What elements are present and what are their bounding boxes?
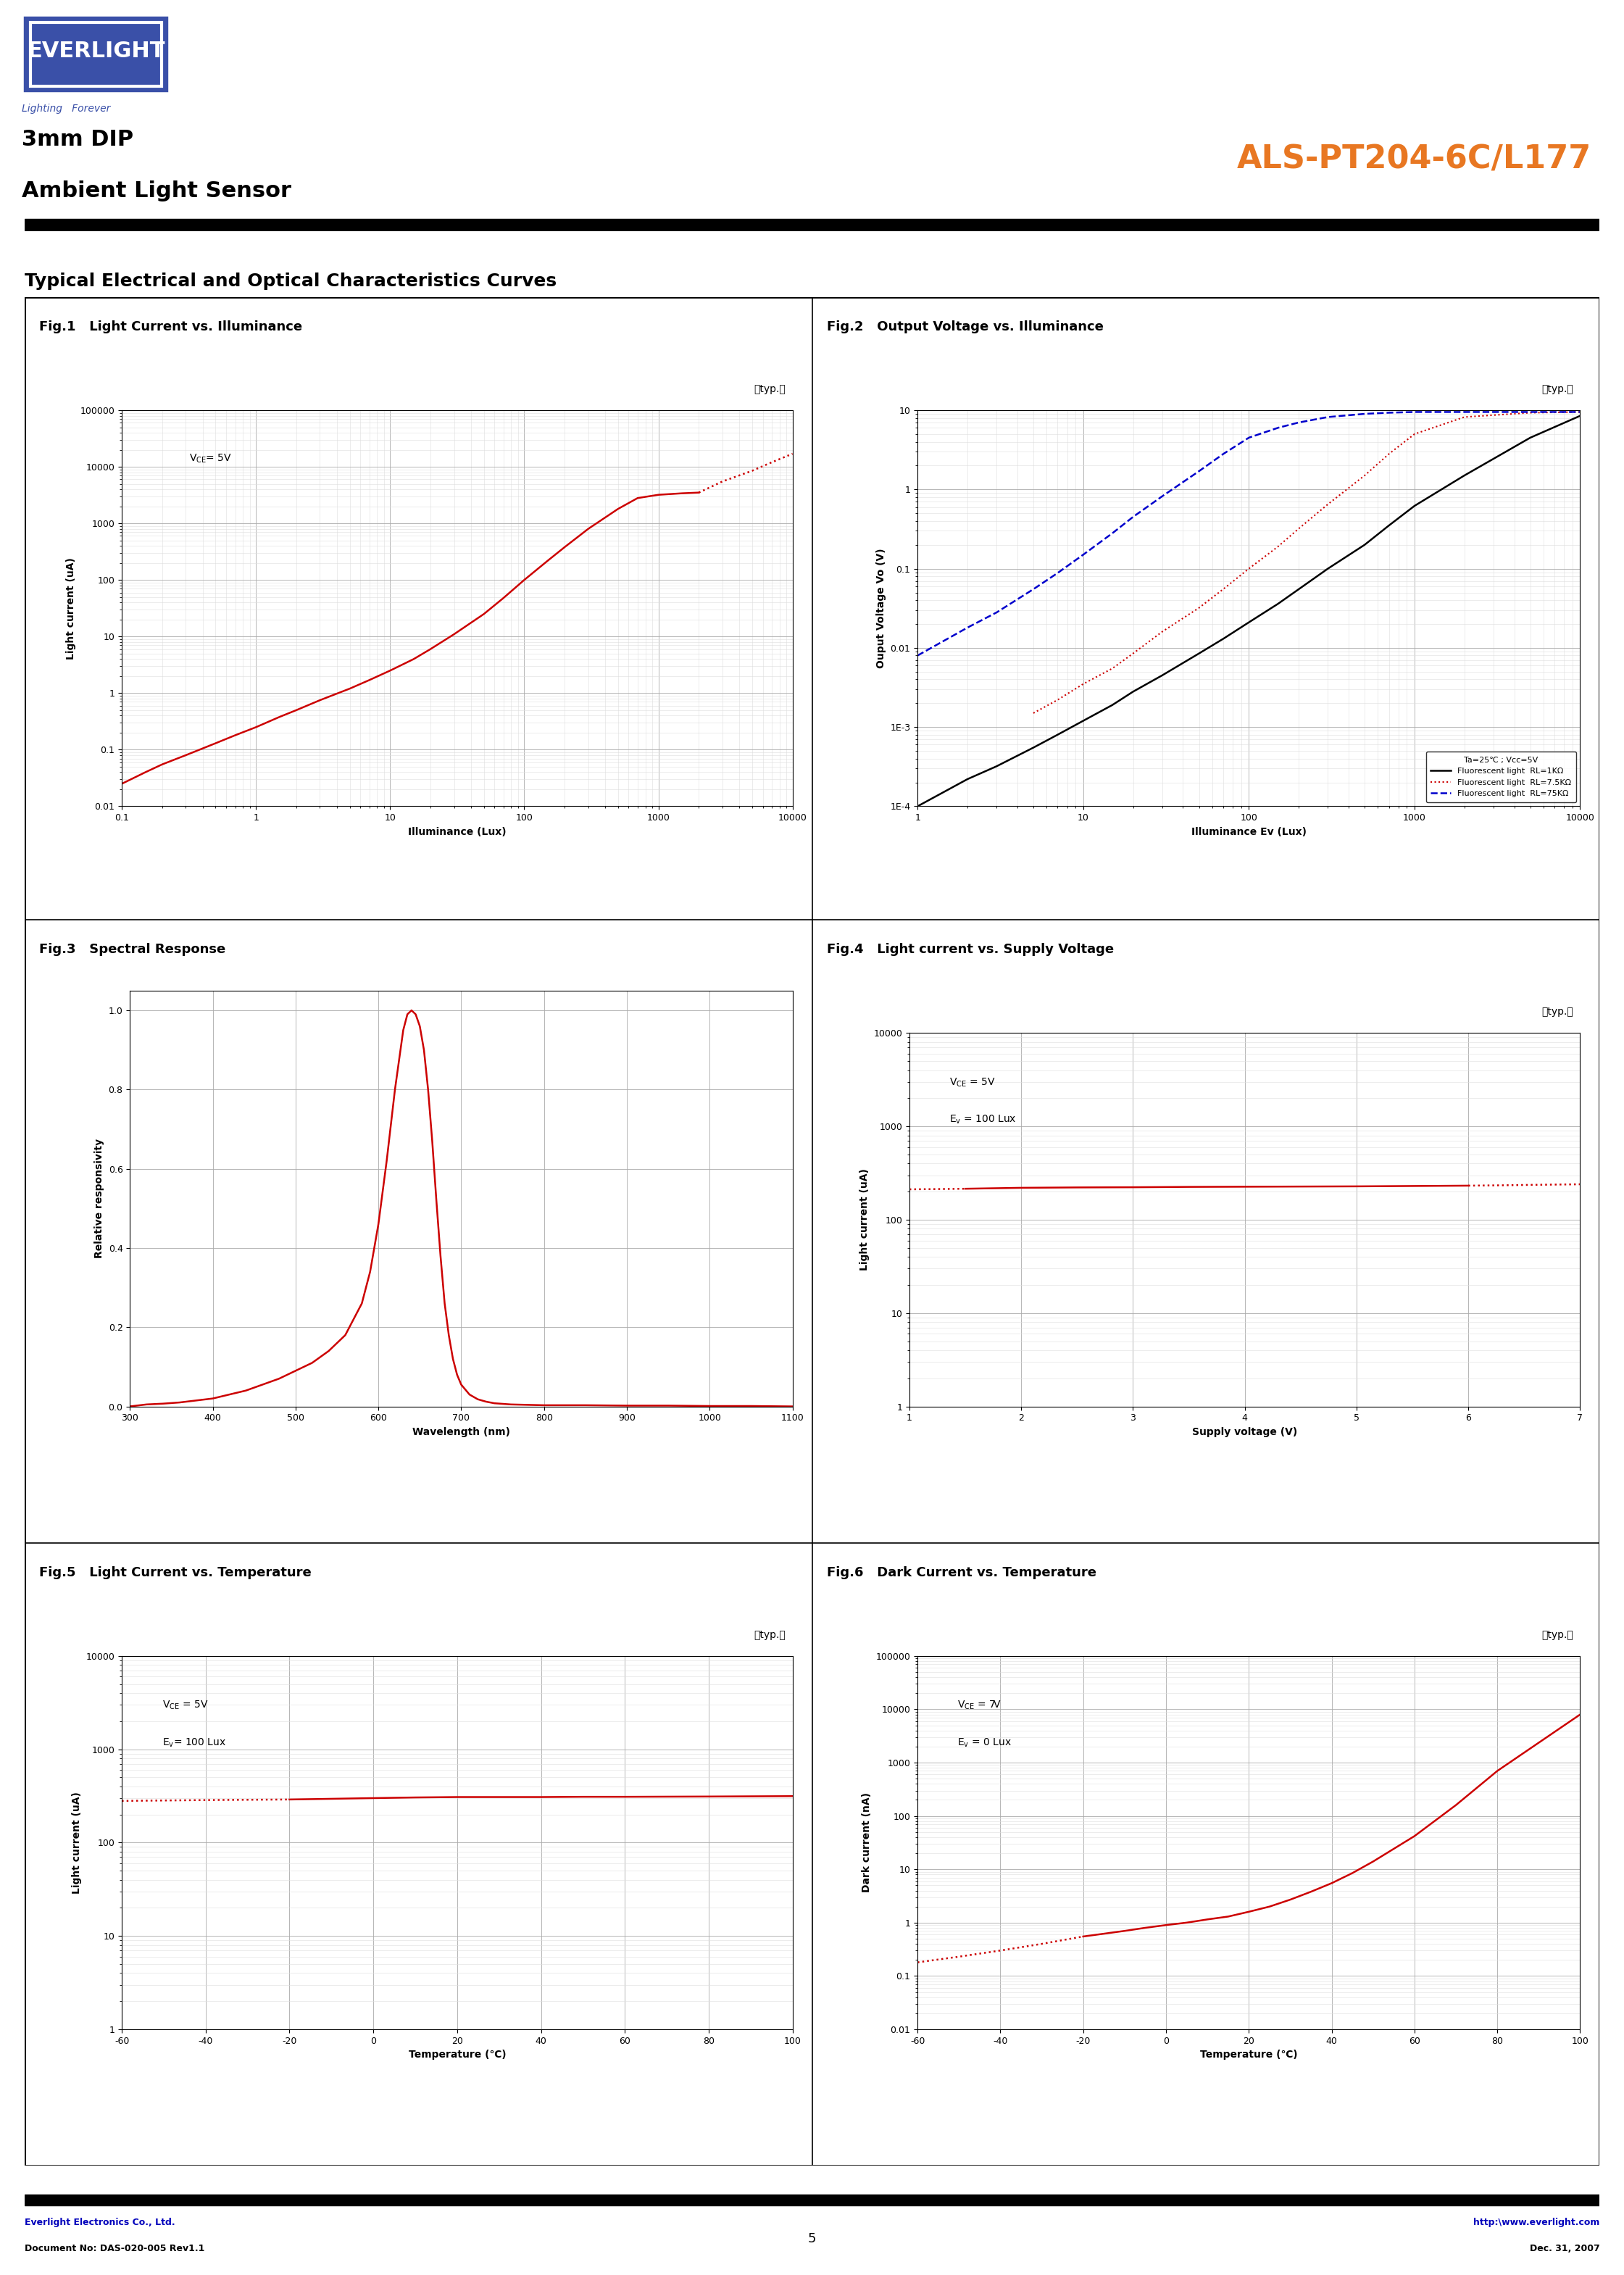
Text: $\mathregular{E_v}$ = 100 Lux: $\mathregular{E_v}$ = 100 Lux <box>950 1115 1017 1126</box>
X-axis label: Temperature (℃): Temperature (℃) <box>1200 2050 1298 2059</box>
Text: $\mathregular{V_{CE}}$ = 7V: $\mathregular{V_{CE}}$ = 7V <box>957 1699 1002 1711</box>
Y-axis label: Ouput Voltage Vo (V): Ouput Voltage Vo (V) <box>875 548 887 669</box>
Text: Ambient Light Sensor: Ambient Light Sensor <box>21 180 291 202</box>
Bar <box>24 218 1600 230</box>
Text: （typ.）: （typ.） <box>1541 384 1574 394</box>
Text: Document No: DAS-020-005 Rev1.1: Document No: DAS-020-005 Rev1.1 <box>24 2243 205 2252</box>
Text: $\mathregular{V_{CE}}$= 5V: $\mathregular{V_{CE}}$= 5V <box>188 453 232 464</box>
Text: 3mm DIP: 3mm DIP <box>21 130 133 150</box>
X-axis label: Supply voltage (V): Supply voltage (V) <box>1192 1426 1298 1438</box>
Text: $\mathregular{E_v}$= 100 Lux: $\mathregular{E_v}$= 100 Lux <box>162 1736 226 1749</box>
Text: （typ.）: （typ.） <box>1541 1008 1574 1017</box>
Text: $\mathregular{V_{CE}}$ = 5V: $\mathregular{V_{CE}}$ = 5V <box>162 1699 208 1711</box>
Text: Fig.5   Light Current vs. Temperature: Fig.5 Light Current vs. Temperature <box>39 1565 312 1579</box>
Text: Fig.3   Spectral Response: Fig.3 Spectral Response <box>39 944 226 956</box>
Text: Fig.4   Light current vs. Supply Voltage: Fig.4 Light current vs. Supply Voltage <box>827 944 1114 956</box>
Legend: Fluorescent light  RL=1KΩ, Fluorescent light  RL=7.5KΩ, Fluorescent light  RL=75: Fluorescent light RL=1KΩ, Fluorescent li… <box>1426 751 1577 803</box>
Text: Dec. 31, 2007: Dec. 31, 2007 <box>1530 2243 1600 2252</box>
X-axis label: Illuminance (Lux): Illuminance (Lux) <box>408 826 507 837</box>
Y-axis label: Light current (uA): Light current (uA) <box>67 557 76 660</box>
X-axis label: Temperature (℃): Temperature (℃) <box>408 2050 507 2059</box>
Text: Lighting   Forever: Lighting Forever <box>21 105 110 114</box>
Text: Fig.2   Output Voltage vs. Illuminance: Fig.2 Output Voltage vs. Illuminance <box>827 321 1104 332</box>
Text: $\mathregular{E_v}$ = 0 Lux: $\mathregular{E_v}$ = 0 Lux <box>957 1736 1012 1749</box>
Text: 5: 5 <box>807 2232 817 2245</box>
Text: ALS-PT204-6C/L177: ALS-PT204-6C/L177 <box>1237 143 1592 175</box>
Bar <box>31 23 161 86</box>
Text: （typ.）: （typ.） <box>1541 1629 1574 1640</box>
Text: Typical Electrical and Optical Characteristics Curves: Typical Electrical and Optical Character… <box>24 273 557 289</box>
Text: Fig.6   Dark Current vs. Temperature: Fig.6 Dark Current vs. Temperature <box>827 1565 1096 1579</box>
Text: （typ.）: （typ.） <box>754 1629 786 1640</box>
Text: http:\www.everlight.com: http:\www.everlight.com <box>1473 2218 1600 2227</box>
Y-axis label: Relative responsivity: Relative responsivity <box>94 1140 104 1258</box>
Text: Fig.1   Light Current vs. Illuminance: Fig.1 Light Current vs. Illuminance <box>39 321 302 332</box>
X-axis label: Illuminance Ev (Lux): Illuminance Ev (Lux) <box>1192 826 1306 837</box>
Text: （typ.）: （typ.） <box>754 384 786 394</box>
Text: $\mathregular{V_{CE}}$ = 5V: $\mathregular{V_{CE}}$ = 5V <box>950 1076 996 1087</box>
Y-axis label: Dark current (nA): Dark current (nA) <box>862 1793 872 1893</box>
Text: Everlight Electronics Co., Ltd.: Everlight Electronics Co., Ltd. <box>24 2218 175 2227</box>
Y-axis label: Light current (uA): Light current (uA) <box>71 1793 81 1893</box>
Bar <box>24 2195 1600 2204</box>
Text: EVERLIGHT: EVERLIGHT <box>28 41 166 61</box>
X-axis label: Wavelength (nm): Wavelength (nm) <box>412 1426 510 1438</box>
Y-axis label: Light current (uA): Light current (uA) <box>859 1169 869 1272</box>
